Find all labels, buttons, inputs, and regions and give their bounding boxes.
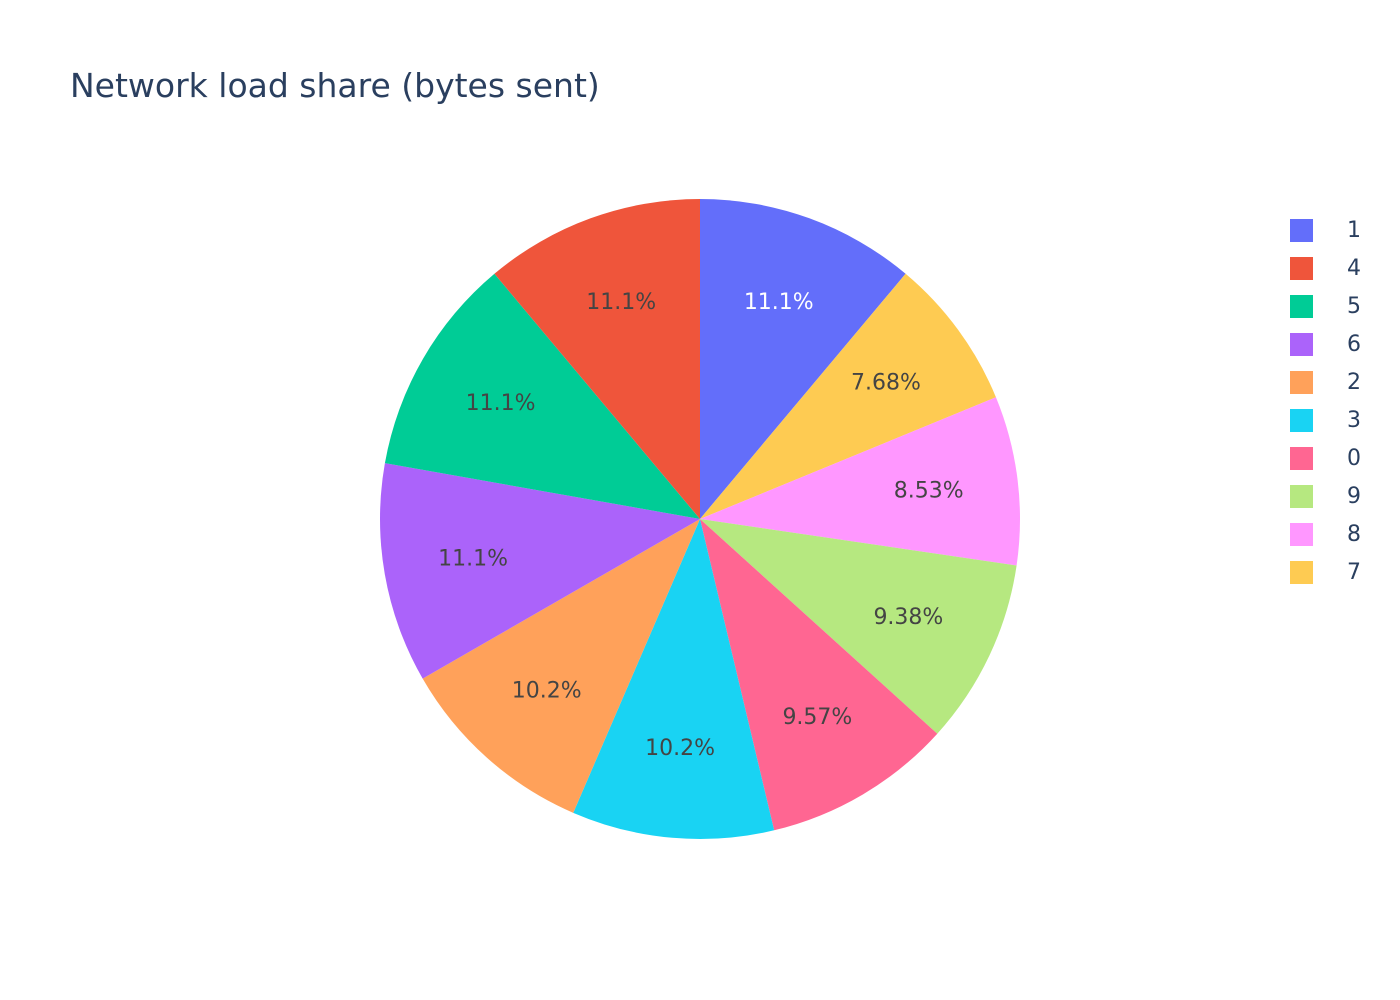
legend-label: 5 — [1347, 293, 1361, 319]
legend-swatch — [1290, 218, 1313, 242]
legend-label: 0 — [1347, 445, 1361, 471]
legend-item-9[interactable]: 9 — [1290, 477, 1361, 515]
pie-slice-6[interactable] — [380, 463, 700, 679]
legend-swatch — [1290, 484, 1313, 508]
pie-slice-label-3: 10.2% — [645, 736, 715, 761]
pie-slice-2[interactable] — [422, 519, 700, 813]
pie-slice-label-5: 11.1% — [466, 391, 536, 416]
pie-slice-7[interactable] — [700, 273, 996, 519]
pie-slice-label-7: 7.68% — [851, 370, 921, 395]
legend-swatch — [1290, 560, 1313, 584]
legend-item-5[interactable]: 5 — [1290, 287, 1361, 325]
pie-slice-label-4: 11.1% — [586, 290, 656, 315]
legend-item-0[interactable]: 0 — [1290, 439, 1361, 477]
pie-slice-label-8: 8.53% — [894, 478, 964, 503]
legend-item-2[interactable]: 2 — [1290, 363, 1361, 401]
legend-item-3[interactable]: 3 — [1290, 401, 1361, 439]
pie-slice-label-2: 10.2% — [512, 679, 582, 704]
legend-swatch — [1290, 408, 1313, 432]
legend-label: 2 — [1347, 369, 1361, 395]
pie-slice-label-0: 9.57% — [782, 705, 852, 730]
pie-slice-8[interactable] — [700, 397, 1020, 566]
pie-slices — [380, 199, 1020, 839]
legend-item-6[interactable]: 6 — [1290, 325, 1361, 363]
legend-label: 9 — [1347, 483, 1361, 509]
pie-slice-label-6: 11.1% — [438, 546, 508, 571]
pie-slice-labels: 11.1% 7.68% 8.53% 9.38% 9.57% 10.2% 10.2% 11.1%… — [438, 290, 964, 761]
legend-swatch — [1290, 522, 1313, 546]
legend-swatch — [1290, 294, 1313, 318]
pie-slice-4[interactable] — [494, 199, 700, 519]
pie-slice-label-9: 9.38% — [873, 605, 943, 630]
legend-label: 8 — [1347, 521, 1361, 547]
chart-title: Network load share (bytes sent) — [70, 66, 600, 105]
legend-swatch — [1290, 446, 1313, 470]
legend-swatch — [1290, 332, 1313, 356]
legend-item-4[interactable]: 4 — [1290, 249, 1361, 287]
legend-label: 6 — [1347, 331, 1361, 357]
legend-swatch — [1290, 256, 1313, 280]
pie-slice-0[interactable] — [700, 519, 938, 831]
legend-label: 4 — [1347, 255, 1361, 281]
legend-item-7[interactable]: 7 — [1290, 553, 1361, 591]
pie-slice-label-1: 11.1% — [744, 290, 814, 315]
legend-label: 1 — [1347, 217, 1361, 243]
legend: 1 4 5 6 2 3 0 9 8 7 — [1290, 211, 1361, 591]
legend-label: 7 — [1347, 559, 1361, 585]
legend-label: 3 — [1347, 407, 1361, 433]
pie-slice-1[interactable] — [700, 199, 906, 519]
pie-slice-9[interactable] — [700, 519, 1017, 734]
legend-item-8[interactable]: 8 — [1290, 515, 1361, 553]
pie-slice-3[interactable] — [573, 519, 775, 839]
legend-swatch — [1290, 370, 1313, 394]
pie-slice-5[interactable] — [384, 273, 700, 519]
legend-item-1[interactable]: 1 — [1290, 211, 1361, 249]
